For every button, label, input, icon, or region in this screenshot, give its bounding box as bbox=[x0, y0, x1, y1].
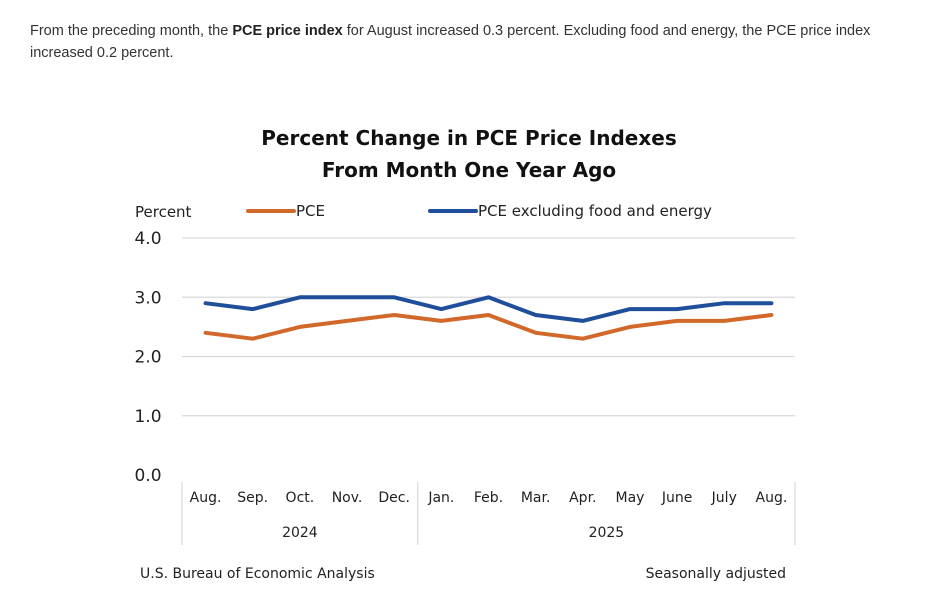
x-tick-label: Aug. bbox=[190, 490, 222, 506]
chart-title-line-2: From Month One Year Ago bbox=[322, 158, 616, 182]
x-tick-label: Apr. bbox=[569, 490, 596, 506]
x-tick-label: Mar. bbox=[521, 490, 551, 506]
intro-text-start: From the preceding month, the bbox=[30, 23, 233, 39]
x-tick-label: July bbox=[711, 490, 737, 506]
x-tick-label: Dec. bbox=[378, 490, 410, 506]
chart-title-line-1: Percent Change in PCE Price Indexes bbox=[261, 126, 676, 150]
intro-paragraph: From the preceding month, the PCE price … bbox=[30, 20, 910, 64]
legend-label: PCE bbox=[296, 202, 325, 220]
source-note: U.S. Bureau of Economic Analysis bbox=[140, 566, 375, 582]
year-label: 2025 bbox=[589, 525, 625, 541]
series-lines bbox=[203, 295, 774, 341]
y-tick-label: 4.0 bbox=[134, 229, 161, 249]
intro-text-end: for August increased 0.3 percent. Exclud… bbox=[30, 23, 871, 61]
x-tick-label: June bbox=[661, 490, 693, 506]
x-axis: Aug. Sep. Oct. Nov. Dec. Jan. Feb. Mar. Apr. May J… bbox=[181, 482, 796, 545]
y-tick-label: 0.0 bbox=[134, 466, 161, 486]
x-tick-label: May bbox=[615, 490, 644, 506]
x-tick-label: Nov. bbox=[332, 490, 363, 506]
legend-label: PCE excluding food and energy bbox=[478, 202, 712, 220]
x-tick-label: Aug. bbox=[756, 490, 788, 506]
x-tick-label: Sep. bbox=[237, 490, 268, 506]
series-line bbox=[203, 313, 774, 341]
seasonal-note: Seasonally adjusted bbox=[646, 566, 786, 582]
legend: PCE PCE excluding food and energy bbox=[246, 202, 712, 220]
y-tick-labels: 0.0 1.0 2.0 3.0 4.0 bbox=[134, 229, 161, 486]
series-line bbox=[203, 295, 774, 323]
y-tick-label: 3.0 bbox=[134, 288, 161, 308]
year-label: 2024 bbox=[282, 525, 318, 541]
y-tick-label: 2.0 bbox=[134, 348, 161, 368]
y-axis-label: Percent bbox=[135, 203, 192, 221]
x-tick-label: Jan. bbox=[427, 490, 454, 506]
intro-bold-term: PCE price index bbox=[232, 23, 343, 39]
y-tick-label: 1.0 bbox=[134, 407, 161, 427]
gridlines bbox=[182, 237, 795, 417]
x-tick-label: Oct. bbox=[286, 490, 315, 506]
x-tick-label: Feb. bbox=[474, 490, 503, 506]
